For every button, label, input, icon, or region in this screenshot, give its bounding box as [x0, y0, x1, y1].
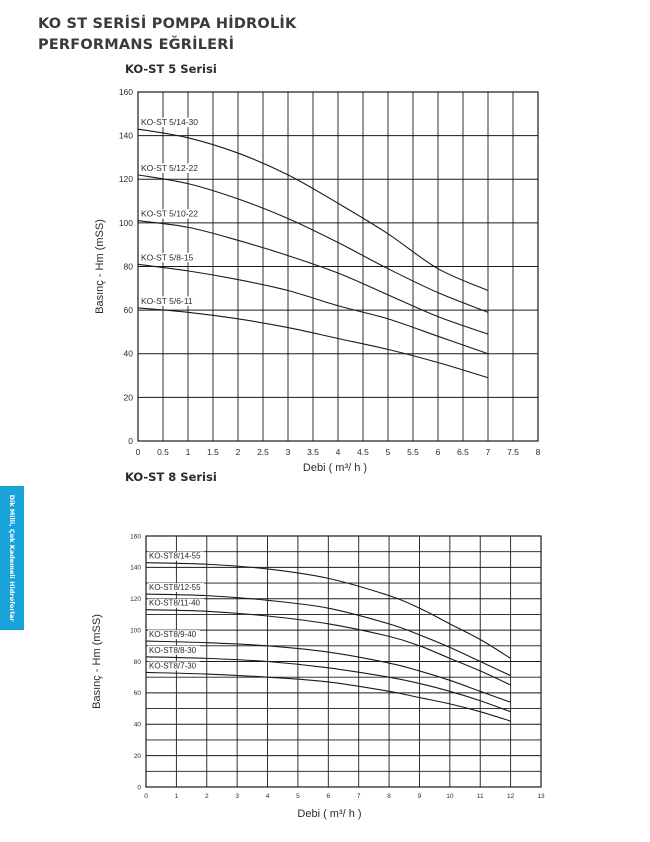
series-line — [137, 128, 489, 291]
x-tick-label: 2.5 — [257, 447, 269, 457]
x-tick-label: 3.5 — [307, 447, 319, 457]
series-label: KO-ST8/11-40 — [149, 599, 201, 608]
y-tick-label: 60 — [124, 305, 134, 315]
x-tick-label: 1.5 — [207, 447, 219, 457]
plot-frame — [137, 91, 539, 442]
y-axis-label: Basınç - Hm (mSS) — [91, 614, 103, 709]
y-tick-label: 80 — [124, 261, 134, 271]
x-tick-label: 0 — [136, 447, 141, 457]
series-label-bg — [140, 117, 204, 128]
series-label: KO-ST 5/14-30 — [141, 117, 198, 127]
series-label: KO-ST8/14-55 — [149, 552, 201, 561]
x-tick-label: 10 — [446, 793, 454, 800]
x-tick-label: 9 — [418, 793, 422, 800]
series-label-bg — [148, 645, 200, 655]
series-line — [145, 562, 511, 659]
x-tick-label: 5 — [296, 793, 300, 800]
y-tick-label: 100 — [119, 218, 133, 228]
series-line — [137, 174, 489, 313]
x-tick-label: 6 — [436, 447, 441, 457]
y-tick-label: 40 — [124, 349, 134, 359]
y-tick-label: 40 — [134, 722, 142, 729]
series-line — [145, 656, 511, 713]
series-label: KO-ST 5/12-22 — [141, 163, 198, 173]
y-axis-label: Basınç - Hm (mSS) — [94, 219, 106, 314]
x-tick-label: 7 — [486, 447, 491, 457]
x-tick-label: 1 — [186, 447, 191, 457]
x-tick-label: 1 — [175, 793, 179, 800]
series-label-bg — [148, 630, 200, 640]
series-label: KO-ST 5/6-11 — [141, 296, 193, 306]
series-line — [137, 263, 489, 355]
x-tick-label: 4.5 — [357, 447, 369, 457]
x-tick-label: 2 — [236, 447, 241, 457]
y-tick-label: 140 — [130, 565, 141, 572]
y-tick-label: 0 — [137, 784, 141, 791]
x-axis-label: Debi ( m³/ h ) — [297, 808, 361, 820]
series-label: KO-ST 5/8-15 — [141, 252, 194, 262]
series-label-bg — [148, 551, 205, 561]
series-line — [137, 220, 489, 335]
plot-frame — [145, 535, 542, 788]
x-tick-label: 3 — [235, 793, 239, 800]
y-tick-label: 100 — [130, 627, 141, 634]
series-label-bg — [148, 598, 205, 608]
chart2-title: KO-ST 8 Serisi — [125, 470, 217, 484]
x-tick-label: 3 — [286, 447, 291, 457]
x-tick-label: 7.5 — [507, 447, 519, 457]
series-label-bg — [140, 252, 200, 263]
x-tick-label: 8 — [536, 447, 541, 457]
series-label: KO-ST8/12-55 — [149, 583, 201, 592]
chart-grid — [145, 535, 542, 788]
x-tick-label: 2 — [205, 793, 209, 800]
x-tick-label: 8 — [387, 793, 391, 800]
series-label: KO-ST8/8-30 — [149, 646, 197, 655]
y-tick-label: 20 — [124, 392, 134, 402]
x-tick-label: 5.5 — [407, 447, 419, 457]
x-tick-label: 13 — [537, 793, 545, 800]
series-label: KO-ST8/9-40 — [149, 630, 197, 639]
y-tick-label: 140 — [119, 131, 133, 141]
chart-ko-st-5: 0 0.5 1 1.5 2 2.5 3 3.5 4 4.5 5 5.5 6 6.5 7 7.5 80204060… — [94, 87, 541, 474]
x-tick-label: 4 — [266, 793, 270, 800]
page-title: KO ST SERİSİ POMPA HİDROLİK PERFORMANS E… — [38, 16, 297, 53]
series-label-bg — [140, 163, 204, 173]
x-tick-label: 0.5 — [157, 447, 169, 457]
series-label: KO-ST8/7-30 — [149, 661, 197, 670]
y-tick-label: 60 — [134, 690, 142, 697]
series-line — [137, 307, 489, 379]
x-tick-label: 12 — [507, 793, 515, 800]
x-tick-label: 11 — [477, 793, 484, 800]
y-tick-label: 0 — [128, 436, 133, 446]
y-tick-label: 80 — [134, 659, 142, 666]
x-tick-label: 6.5 — [457, 447, 469, 457]
series-label: KO-ST 5/10-22 — [141, 209, 198, 219]
y-tick-label: 120 — [119, 174, 133, 184]
x-tick-label: 5 — [386, 447, 391, 457]
x-tick-label: 0 — [144, 793, 148, 800]
series-line — [145, 593, 511, 677]
x-tick-label: 7 — [357, 793, 361, 800]
chart1-title: KO-ST 5 Serisi — [125, 62, 217, 76]
series-label-bg — [148, 661, 200, 671]
y-tick-label: 120 — [130, 596, 141, 603]
side-section-tab[interactable]: Dik Milli, Çok Kademeli Hidroforlar — [0, 486, 24, 630]
series-label-bg — [140, 209, 204, 219]
x-tick-label: 4 — [336, 447, 341, 457]
series-label-bg — [148, 583, 205, 593]
y-tick-label: 160 — [130, 533, 141, 540]
y-tick-label: 20 — [134, 753, 142, 760]
chart-grid — [137, 91, 539, 442]
x-axis-label: Debi ( m³/ h ) — [303, 462, 367, 474]
series-line — [145, 671, 511, 722]
series-line — [145, 640, 511, 703]
series-line — [145, 609, 511, 686]
x-tick-label: 6 — [326, 793, 330, 800]
y-tick-label: 160 — [119, 87, 133, 97]
series-label-bg — [140, 296, 200, 306]
